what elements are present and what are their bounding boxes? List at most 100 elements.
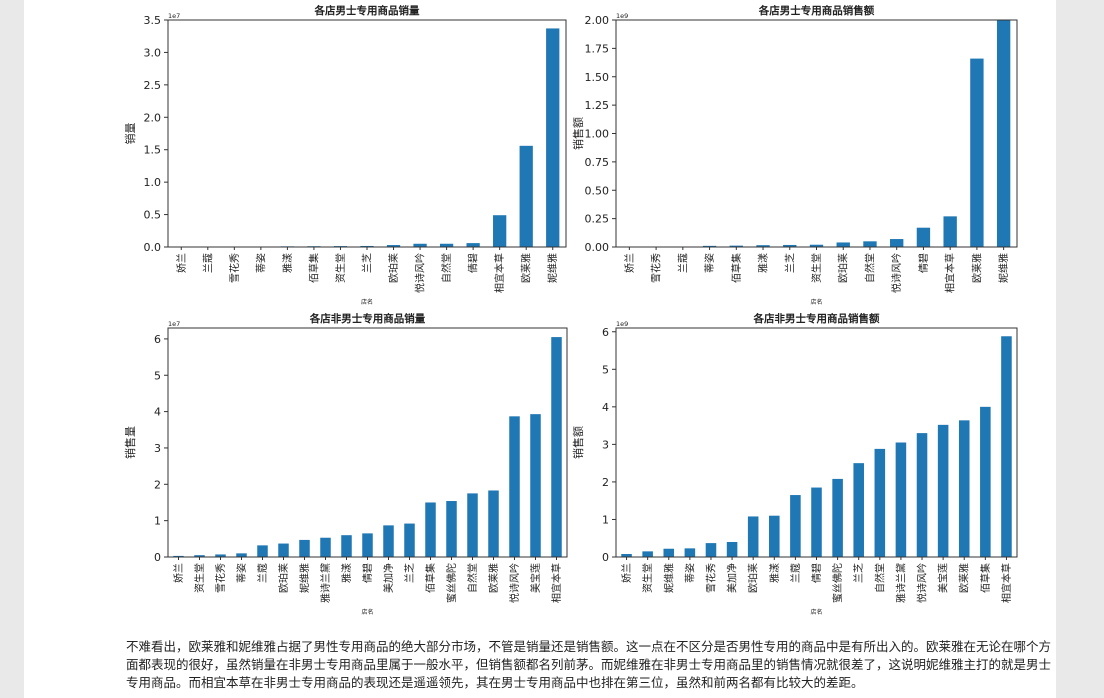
y-tick-label: 5 (154, 369, 161, 382)
bar-悦诗风吟 (916, 433, 928, 557)
x-tick-label: 倩碧 (917, 253, 930, 273)
bar-美加净 (726, 541, 738, 557)
x-tick-label: 美加净 (382, 563, 395, 593)
bar-蒂姿 (702, 245, 717, 247)
bar-雅漾 (341, 535, 352, 557)
axis-offset-text: 1e9 (616, 320, 628, 328)
bar-欧莱雅 (519, 145, 533, 247)
x-tick-label: 资生堂 (193, 563, 206, 593)
y-tick-label: 2.0 (144, 111, 162, 124)
bar-欧莱雅 (970, 58, 984, 248)
bar-娇兰 (173, 555, 184, 557)
bar-悦诗风吟 (890, 239, 904, 247)
y-tick-label: 2.5 (144, 79, 162, 92)
x-tick-label: 美宝莲 (937, 563, 950, 593)
x-tick-label: 蒂姿 (683, 563, 696, 583)
x-tick-label: 蒂姿 (235, 563, 248, 583)
x-axis-label: 店名 (810, 298, 822, 306)
bar-蜜丝佛陀 (832, 478, 843, 557)
bar-自然堂 (863, 241, 877, 247)
axis-offset-text: 1e9 (616, 12, 628, 20)
y-tick-label: 5 (602, 363, 609, 376)
x-tick-label: 倩碧 (361, 563, 374, 583)
y-tick-label: 1 (602, 513, 609, 526)
x-tick-label: 自然堂 (863, 253, 876, 283)
x-tick-label: 雅漾 (281, 253, 294, 273)
chart-title: 各店男士专用商品销量 (314, 4, 420, 17)
x-tick-label: 自然堂 (873, 563, 886, 593)
bar-兰芝 (404, 523, 415, 557)
y-tick-label: 1.25 (585, 99, 610, 112)
bar-资生堂 (809, 244, 824, 247)
y-tick-label: 3.0 (144, 46, 162, 59)
x-tick-label: 蜜丝佛陀 (831, 563, 844, 603)
bar-佰草集 (425, 502, 436, 557)
x-tick-label: 妮维雅 (997, 253, 1010, 283)
chart-title: 各店男士专用商品销售额 (758, 4, 875, 17)
x-tick-label: 兰蔻 (256, 563, 269, 583)
x-tick-label: 兰蔻 (789, 563, 802, 583)
y-axis-label: 销售量 (123, 426, 137, 459)
x-tick-label: 欧珀莱 (747, 563, 760, 593)
x-tick-label: 相宜本草 (493, 253, 506, 293)
plot-frame (615, 327, 1018, 558)
bar-自然堂 (874, 448, 886, 557)
bar-倩碧 (811, 487, 822, 557)
x-tick-label: 雪花秀 (228, 253, 241, 283)
plot-frame (167, 19, 567, 248)
x-tick-label: 悦诗风吟 (916, 563, 929, 603)
y-tick-label: 6 (602, 326, 609, 339)
bar-兰芝 (360, 245, 374, 247)
x-tick-label: 相宜本草 (550, 563, 563, 603)
y-tick-label: 1.75 (585, 42, 610, 55)
chart-grid: 各店男士专用商品销量1e70.00.51.01.52.02.53.03.5娇兰兰… (123, 4, 1018, 616)
x-tick-label: 雅诗兰黛 (319, 563, 332, 603)
x-tick-label: 雪花秀 (214, 563, 227, 593)
x-tick-label: 自然堂 (466, 563, 479, 593)
y-tick-label: 0 (602, 551, 609, 564)
x-tick-label: 佰草集 (979, 563, 992, 593)
y-axis-label: 销售额 (571, 426, 585, 459)
bar-欧莱雅 (488, 490, 499, 557)
bar-资生堂 (642, 551, 653, 557)
bar-资生堂 (194, 555, 205, 557)
bar-欧珀莱 (747, 516, 759, 557)
bar-兰芝 (853, 463, 864, 557)
bar-倩碧 (362, 533, 373, 557)
x-tick-label: 欧珀莱 (837, 253, 850, 283)
bar-悦诗风吟 (413, 243, 427, 247)
bar-雪花秀 (215, 554, 226, 557)
document-page: 各店男士专用商品销量 1e7 0.0 0.5 1.0 1.5 2.0 2.5 3.0 3.5 娇兰兰… (24, 0, 1056, 698)
y-tick-label: 6 (154, 333, 161, 346)
y-axis-label: 销售额 (571, 117, 585, 150)
x-tick-label: 雪花秀 (650, 253, 663, 283)
x-tick-label: 美宝莲 (529, 563, 542, 593)
x-tick-label: 娇兰 (620, 563, 633, 583)
axis-offset-text: 1e7 (168, 12, 180, 20)
bar-相宜本草 (551, 337, 562, 557)
y-tick-label: 4 (154, 406, 161, 419)
bar-相宜本草 (493, 215, 507, 247)
x-tick-label: 雅漾 (757, 253, 770, 273)
axis-offset-text: 1e7 (168, 320, 180, 328)
y-tick-label: 0 (154, 551, 161, 564)
x-tick-label: 雅漾 (768, 563, 781, 583)
x-tick-label: 雅诗兰黛 (894, 563, 907, 603)
bar-相宜本草 (1001, 336, 1012, 557)
x-tick-label: 欧珀莱 (277, 563, 290, 593)
x-tick-label: 兰蔻 (201, 253, 214, 273)
bar-妮维雅 (996, 20, 1011, 247)
x-tick-label: 兰芝 (361, 253, 374, 273)
x-tick-label: 欧莱雅 (958, 563, 971, 593)
bar-美加净 (383, 525, 394, 557)
x-tick-label: 佰草集 (424, 563, 437, 593)
x-tick-label: 悦诗风吟 (414, 253, 427, 293)
y-tick-label: 0.75 (585, 156, 610, 169)
x-tick-label: 蜜丝佛陀 (445, 563, 458, 603)
bar-蒂姿 (684, 548, 696, 557)
chart-3: 各店非男士专用商品销量1e70123456娇兰 资生堂 雪花秀 蒂姿 兰蔻 欧珀莱 妮维雅雅… (123, 312, 568, 616)
x-tick-label: 倩碧 (810, 563, 823, 583)
x-tick-label: 悦诗风吟 (890, 253, 903, 293)
x-tick-label: 兰芝 (403, 563, 416, 583)
chart-1: 各店男士专用商品销量1e70.00.51.01.52.02.53.03.5娇兰兰… (123, 4, 567, 306)
